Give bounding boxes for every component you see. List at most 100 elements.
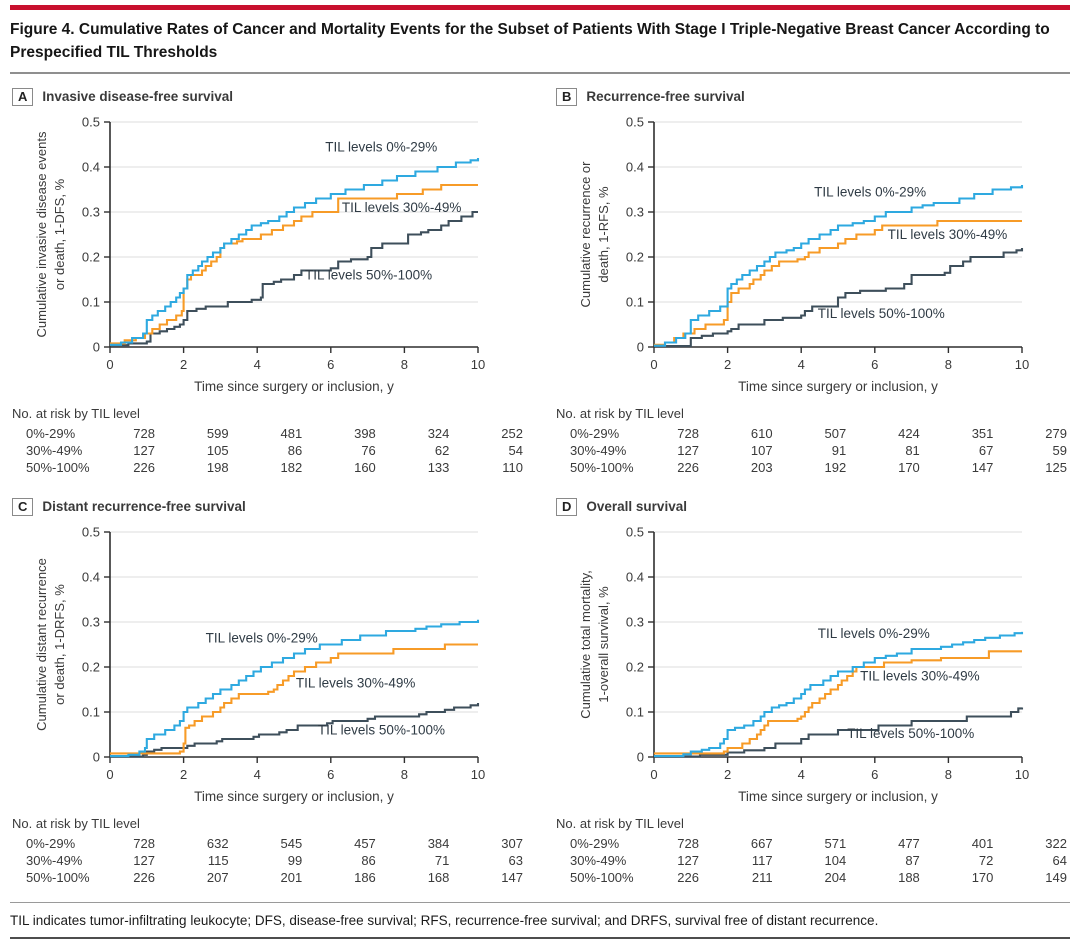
at-risk-value: 198 <box>207 460 229 475</box>
x-tick-label: 10 <box>1015 767 1029 782</box>
at-risk-value: 203 <box>751 460 773 475</box>
at-risk-value: 125 <box>1045 460 1067 475</box>
y-tick-label: 0.1 <box>82 294 100 309</box>
series-curve-orange <box>654 649 1022 754</box>
at-risk-value: 127 <box>677 443 699 458</box>
panel-title: Recurrence-free survival <box>586 89 745 104</box>
at-risk-value: 324 <box>428 426 450 441</box>
curve-label: TIL levels 0%-29% <box>325 139 437 154</box>
x-tick-label: 0 <box>650 767 657 782</box>
panel-header: C Distant recurrence-free survival <box>12 496 526 518</box>
at-risk-value: 81 <box>905 443 919 458</box>
at-risk-value: 107 <box>751 443 773 458</box>
y-tick-label: 0.3 <box>82 204 100 219</box>
y-tick-label: 0.2 <box>626 659 644 674</box>
at-risk-value: 398 <box>354 426 376 441</box>
y-tick-label: 0.5 <box>82 114 100 129</box>
curve-label: TIL levels 50%-100% <box>305 267 432 282</box>
x-tick-label: 6 <box>871 767 878 782</box>
y-tick-label: 0.5 <box>82 524 100 539</box>
y-axis-label-line2: 1-overall survival, % <box>596 585 611 702</box>
at-risk-value: 115 <box>208 853 229 868</box>
at-risk-value: 182 <box>280 460 302 475</box>
y-tick-label: 0.4 <box>82 569 100 584</box>
figure-panel: D Overall survival 0 0.1 0.2 0.3 0.4 0.5 0 2 4 6 8… <box>554 496 1070 896</box>
x-tick-label: 6 <box>327 357 334 372</box>
at-risk-header: No. at risk by TIL level <box>12 816 140 831</box>
at-risk-value: 110 <box>502 460 523 475</box>
survival-chart: 0 0.1 0.2 0.3 0.4 0.5 0 2 4 6 8 10 Time since surger… <box>556 114 1067 475</box>
curve-label: TIL levels 50%-100% <box>847 726 974 741</box>
at-risk-value: 571 <box>824 836 846 851</box>
x-axis-label: Time since surgery or inclusion, y <box>738 789 938 804</box>
series-curve-orange <box>110 183 478 344</box>
at-risk-row-label: 30%-49% <box>570 853 627 868</box>
x-axis-label: Time since surgery or inclusion, y <box>194 379 394 394</box>
x-axis-label: Time since surgery or inclusion, y <box>194 789 394 804</box>
at-risk-value: 117 <box>752 853 773 868</box>
at-risk-value: 76 <box>361 443 375 458</box>
at-risk-row-label: 0%-29% <box>26 836 76 851</box>
at-risk-value: 599 <box>207 426 229 441</box>
at-risk-value: 322 <box>1045 836 1067 851</box>
series-curve-orange <box>110 642 478 754</box>
at-risk-value: 71 <box>435 853 449 868</box>
y-axis-label-line1: Cumulative total mortality, <box>578 570 593 719</box>
x-tick-label: 0 <box>650 357 657 372</box>
curve-label: TIL levels 50%-100% <box>818 305 945 320</box>
x-tick-label: 8 <box>401 357 408 372</box>
at-risk-value: 62 <box>435 443 449 458</box>
at-risk-value: 279 <box>1045 426 1067 441</box>
at-risk-row-label: 50%-100% <box>26 870 90 885</box>
at-risk-value: 457 <box>354 836 376 851</box>
x-tick-label: 4 <box>254 357 261 372</box>
top-accent-bar <box>10 5 1070 10</box>
series-curve-dark <box>654 706 1024 758</box>
at-risk-row-label: 50%-100% <box>26 460 90 475</box>
at-risk-value: 54 <box>509 443 523 458</box>
x-tick-label: 0 <box>106 767 113 782</box>
series-curve-blue <box>110 157 480 346</box>
at-risk-value: 160 <box>354 460 376 475</box>
figure-footnote: TIL indicates tumor-infiltrating leukocy… <box>10 912 879 928</box>
at-risk-value: 211 <box>752 870 773 885</box>
at-risk-value: 545 <box>280 836 302 851</box>
at-risk-row-label: 50%-100% <box>570 460 634 475</box>
at-risk-value: 87 <box>905 853 919 868</box>
y-axis-label-line1: Cumulative distant recurrence <box>34 558 49 731</box>
y-axis-label-line1: Cumulative recurrence or <box>578 160 593 307</box>
at-risk-header: No. at risk by TIL level <box>556 816 684 831</box>
at-risk-value: 667 <box>751 836 773 851</box>
at-risk-value: 147 <box>501 870 523 885</box>
panels-grid: A Invasive disease-free survival 0 0.1 0.2… <box>10 86 1070 896</box>
y-tick-label: 0.1 <box>626 704 644 719</box>
curve-label: TIL levels 30%-49% <box>296 675 416 690</box>
at-risk-value: 507 <box>824 426 846 441</box>
series-curve-dark <box>110 210 478 346</box>
at-risk-value: 192 <box>824 460 846 475</box>
at-risk-value: 207 <box>207 870 229 885</box>
series-curve-dark <box>654 247 1024 347</box>
at-risk-value: 424 <box>898 426 920 441</box>
footer-divider <box>10 901 1070 903</box>
survival-chart: 0 0.1 0.2 0.3 0.4 0.5 0 2 4 6 8 10 Time since surger… <box>12 114 523 475</box>
curve-label: TIL levels 0%-29% <box>814 184 926 199</box>
figure-title: Figure 4. Cumulative Rates of Cancer and… <box>10 10 1070 74</box>
x-tick-label: 6 <box>327 767 334 782</box>
x-tick-label: 8 <box>401 767 408 782</box>
y-tick-label: 0.1 <box>626 294 644 309</box>
at-risk-row-label: 30%-49% <box>26 853 83 868</box>
at-risk-value: 105 <box>207 443 229 458</box>
y-tick-label: 0.5 <box>626 524 644 539</box>
y-tick-label: 0.2 <box>626 249 644 264</box>
at-risk-value: 632 <box>207 836 229 851</box>
series-curve-blue <box>654 631 1024 757</box>
panel-header: B Recurrence-free survival <box>556 86 1070 108</box>
x-tick-label: 6 <box>871 357 878 372</box>
panel-letter-badge: C <box>12 497 34 516</box>
at-risk-row-label: 30%-49% <box>26 443 83 458</box>
at-risk-value: 610 <box>751 426 773 441</box>
at-risk-value: 147 <box>972 460 994 475</box>
at-risk-value: 99 <box>288 853 302 868</box>
panel-letter-badge: D <box>556 497 578 516</box>
